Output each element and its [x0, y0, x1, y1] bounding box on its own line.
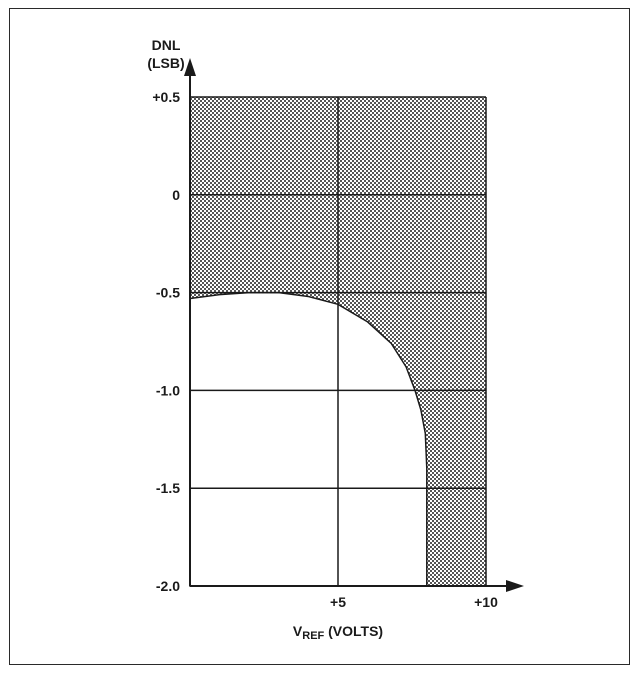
x-tick-label: +10 [474, 594, 498, 610]
y-axis-title-line2: (LSB) [147, 55, 184, 71]
y-axis-title-line1: DNL [152, 37, 181, 53]
x-tick-label: +5 [330, 594, 346, 610]
y-tick-label: -1.0 [156, 382, 180, 398]
grid [190, 96, 487, 586]
x-axis-title-main: V [293, 623, 303, 639]
y-axis-arrow [184, 58, 196, 76]
y-tick-label: -2.0 [156, 578, 180, 594]
x-axis-arrow [506, 580, 524, 592]
x-axis-title-rest: (VOLTS) [324, 623, 383, 639]
x-axis-title-sub: REF [302, 630, 324, 642]
y-tick-label: -1.5 [156, 480, 180, 496]
y-tick-label: 0 [172, 187, 180, 203]
y-tick-label: -0.5 [156, 285, 180, 301]
x-axis-title: VREF (VOLTS) [293, 623, 383, 642]
y-tick-label: +0.5 [152, 89, 180, 105]
axes [184, 58, 524, 592]
tick-labels: +0.5 0 -0.5 -1.0 -1.5 -2.0 +5 +10 [152, 89, 498, 610]
figure-frame [9, 8, 630, 665]
